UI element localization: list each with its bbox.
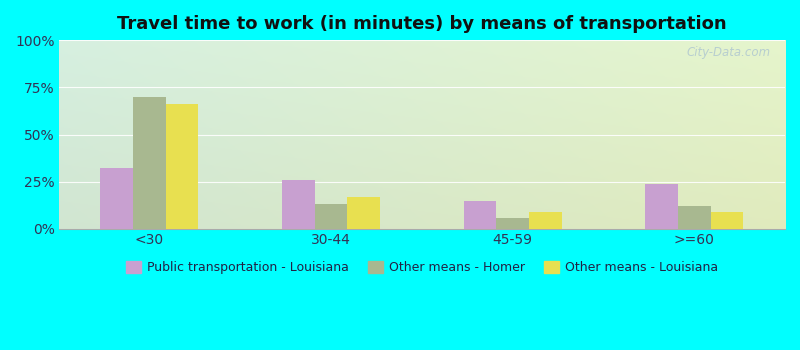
Bar xyxy=(678,206,710,229)
Bar xyxy=(282,180,314,229)
Bar xyxy=(101,168,133,229)
Title: Travel time to work (in minutes) by means of transportation: Travel time to work (in minutes) by mean… xyxy=(117,15,726,33)
Bar xyxy=(133,97,166,229)
Bar xyxy=(166,104,198,229)
Bar xyxy=(463,201,496,229)
Bar xyxy=(645,184,678,229)
Text: City-Data.com: City-Data.com xyxy=(686,46,770,59)
Legend: Public transportation - Louisiana, Other means - Homer, Other means - Louisiana: Public transportation - Louisiana, Other… xyxy=(121,256,723,279)
Bar xyxy=(314,204,347,229)
Bar xyxy=(496,218,529,229)
Bar xyxy=(529,212,562,229)
Bar xyxy=(347,197,380,229)
Bar xyxy=(710,212,743,229)
